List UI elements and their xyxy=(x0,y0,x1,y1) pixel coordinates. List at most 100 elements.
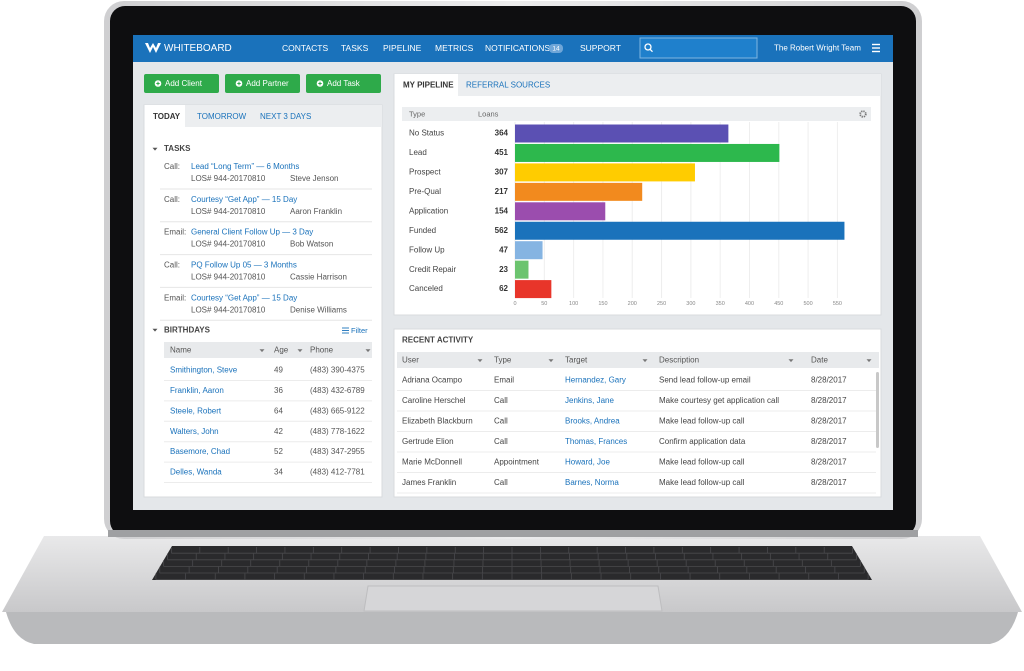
contact-link[interactable]: Smithington, Steve xyxy=(170,366,238,375)
section-title: RECENT ACTIVITY xyxy=(402,336,474,345)
column-header: Date xyxy=(811,356,828,365)
task-person: Cassie Harrison xyxy=(290,273,347,282)
nav-item[interactable]: SUPPORT xyxy=(580,43,621,53)
target-link[interactable]: Howard, Joe xyxy=(565,458,610,467)
action-button[interactable] xyxy=(225,74,300,93)
loan-count: 364 xyxy=(495,129,509,138)
bar xyxy=(515,241,543,260)
target-link[interactable]: Jenkins, Jane xyxy=(565,396,614,405)
loan-count: 307 xyxy=(495,168,509,177)
pipeline-tab[interactable]: REFERRAL SOURCES xyxy=(466,81,550,90)
contact-link[interactable]: Delles, Wanda xyxy=(170,468,222,477)
notification-count: 14 xyxy=(552,45,560,52)
brand: WHITEBOARD xyxy=(164,43,232,54)
x-tick-label: 550 xyxy=(833,301,842,307)
row-label: Follow Up xyxy=(409,245,445,254)
button-label[interactable]: Add Task xyxy=(327,79,361,88)
loan-count: 23 xyxy=(499,265,508,274)
pipeline-tab[interactable]: MY PIPELINE xyxy=(403,81,454,90)
x-tick-label: 200 xyxy=(628,301,637,307)
table-cell: Call xyxy=(494,396,508,405)
table-cell: (483) 412-7781 xyxy=(310,468,365,477)
column-header: Type xyxy=(494,356,512,365)
table-cell: Confirm application data xyxy=(659,437,746,446)
row-label: Application xyxy=(409,206,448,215)
contact-link[interactable]: Steele, Robert xyxy=(170,406,222,415)
x-tick-label: 100 xyxy=(569,301,578,307)
table-cell: Call xyxy=(494,437,508,446)
search-icon-handle xyxy=(649,48,653,53)
nav-item[interactable]: PIPELINE xyxy=(383,43,422,53)
task-person: Denise Williams xyxy=(290,305,347,314)
task-title[interactable]: General Client Follow Up — 3 Day xyxy=(191,228,313,237)
nav-item[interactable]: TASKS xyxy=(341,43,369,53)
target-link[interactable]: Barnes, Norma xyxy=(565,478,619,487)
sort-caret xyxy=(477,359,483,363)
sort-caret xyxy=(866,359,872,363)
day-tab[interactable]: TOMORROW xyxy=(197,112,247,121)
row-label: Prospect xyxy=(409,168,441,177)
search-box[interactable] xyxy=(639,37,758,59)
nav-item[interactable]: CONTACTS xyxy=(282,43,328,53)
action-button[interactable] xyxy=(306,74,381,93)
column-header: Name xyxy=(170,346,192,355)
table-cell: 8/28/2017 xyxy=(811,396,847,405)
table-cell: 36 xyxy=(274,386,283,395)
contact-link[interactable]: Walters, John xyxy=(170,427,219,436)
table-cell: Elizabeth Blackburn xyxy=(402,417,473,426)
nav-item[interactable]: METRICS xyxy=(435,43,474,53)
table-cell: 49 xyxy=(274,366,283,375)
plus-icon-cross xyxy=(318,81,322,86)
section-title: TASKS xyxy=(164,144,191,153)
x-tick-label: 250 xyxy=(657,301,666,307)
row-label: Credit Repair xyxy=(409,265,456,274)
table-cell: Call xyxy=(494,417,508,426)
laptop-base-bottom xyxy=(6,612,1018,644)
table-cell: (483) 665-9122 xyxy=(310,406,365,415)
action-button[interactable] xyxy=(144,74,219,93)
table-header xyxy=(397,352,879,368)
task-title[interactable]: Lead “Long Term” — 6 Months xyxy=(191,162,299,171)
row-label: No Status xyxy=(409,129,444,138)
contact-link[interactable]: Basemore, Chad xyxy=(170,447,230,456)
task-type: Call: xyxy=(164,195,180,204)
day-tab[interactable]: NEXT 3 DAYS xyxy=(260,112,311,121)
table-cell: Call xyxy=(494,478,508,487)
contact-link[interactable]: Franklin, Aaron xyxy=(170,386,224,395)
target-link[interactable]: Brooks, Andrea xyxy=(565,417,620,426)
button-label[interactable]: Add Partner xyxy=(246,79,289,88)
scrollbar[interactable] xyxy=(876,372,879,448)
column-header: Loans xyxy=(478,109,499,118)
bar xyxy=(515,202,606,221)
task-title[interactable]: Courtesy “Get App” — 15 Day xyxy=(191,293,297,302)
task-los: LOS# 944-20170810 xyxy=(191,273,266,282)
task-los: LOS# 944-20170810 xyxy=(191,207,266,216)
table-cell: Gertrude Elion xyxy=(402,437,454,446)
button-label[interactable]: Add Client xyxy=(165,79,203,88)
day-tab-bar xyxy=(144,105,382,127)
team-name[interactable]: The Robert Wright Team xyxy=(774,44,861,53)
bar xyxy=(515,260,529,279)
x-tick-label: 400 xyxy=(745,301,754,307)
section-title: BIRTHDAYS xyxy=(164,326,211,335)
bar xyxy=(515,163,695,182)
nav-item[interactable]: NOTIFICATIONS xyxy=(485,43,550,53)
navbar xyxy=(133,35,893,62)
target-link[interactable]: Thomas, Frances xyxy=(565,437,627,446)
task-title[interactable]: PQ Follow Up 05 — 3 Months xyxy=(191,261,297,270)
x-tick-label: 50 xyxy=(541,301,547,307)
settings-icon[interactable] xyxy=(859,110,867,118)
search-icon xyxy=(644,43,652,51)
sort-caret xyxy=(365,349,371,353)
day-tab[interactable]: TODAY xyxy=(153,112,181,121)
trackpad xyxy=(363,585,663,612)
table-cell: 8/28/2017 xyxy=(811,458,847,467)
target-link[interactable]: Hernandez, Gary xyxy=(565,376,626,385)
table-cell: Send lead follow-up email xyxy=(659,376,751,385)
hinge xyxy=(108,530,918,537)
task-title[interactable]: Courtesy “Get App” — 15 Day xyxy=(191,195,297,204)
task-los: LOS# 944-20170810 xyxy=(191,240,266,249)
loan-count: 62 xyxy=(499,284,508,293)
filter-link[interactable]: Filter xyxy=(351,326,368,335)
